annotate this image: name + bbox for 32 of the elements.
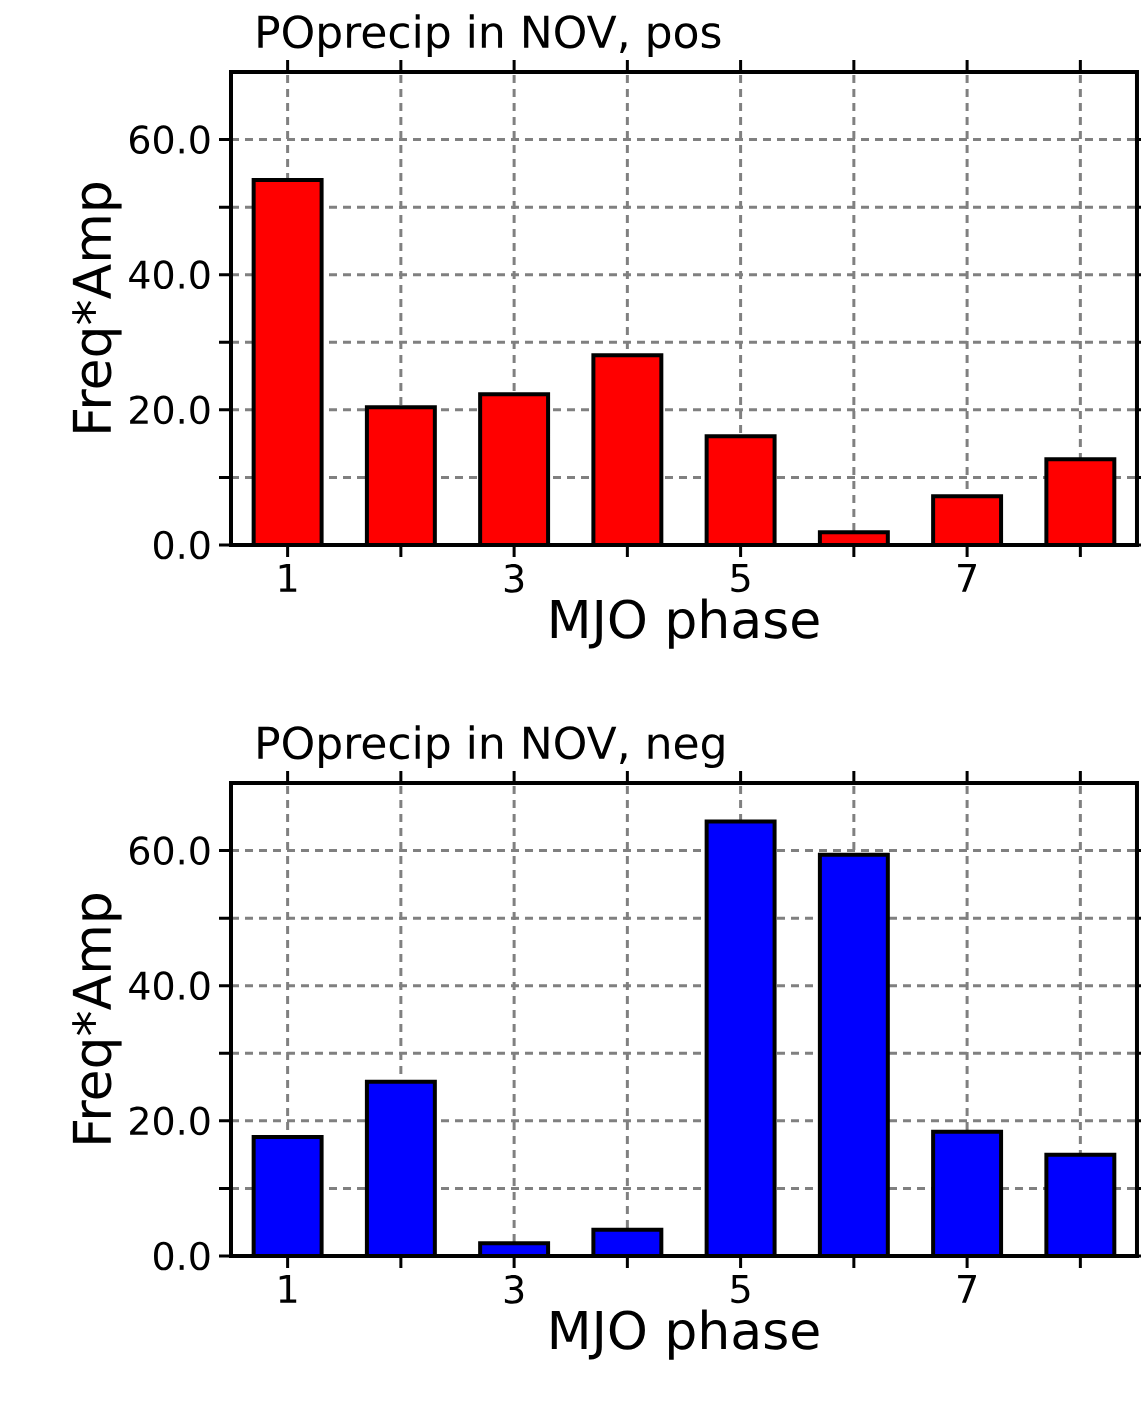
bar <box>253 180 322 545</box>
y-tick-label: 40.0 <box>129 260 210 290</box>
bar <box>706 436 775 545</box>
x-axis-title: MJO phase <box>551 598 819 649</box>
bar <box>706 821 775 1256</box>
y-tick-label: 20.0 <box>130 1106 210 1136</box>
y-tick-label: 40.0 <box>129 971 210 1001</box>
bar <box>819 854 888 1256</box>
x-axis-title: MJO phase <box>551 1309 819 1360</box>
y-tick-label: 60.0 <box>129 125 210 154</box>
x-tick-label: 3 <box>504 564 524 593</box>
bar <box>593 355 662 545</box>
y-tick-label: 20.0 <box>130 395 210 425</box>
x-tick-label: 5 <box>731 1275 750 1304</box>
x-tick-label: 3 <box>504 1275 524 1304</box>
y-axis-title: Freq*Amp <box>72 183 122 432</box>
bar <box>253 1137 322 1256</box>
x-tick-label: 1 <box>279 564 297 592</box>
bar <box>366 407 435 545</box>
bar <box>366 1081 435 1256</box>
x-tick-label: 7 <box>958 1275 976 1303</box>
x-tick-label: 5 <box>731 564 750 593</box>
bar <box>933 1131 1002 1256</box>
y-axis-title: Freq*Amp <box>72 894 122 1143</box>
bar <box>480 394 549 545</box>
y-tick-label: 0.0 <box>154 530 210 560</box>
y-tick-label: 60.0 <box>129 836 210 865</box>
chart-title: POprecip in NOV, pos <box>258 14 721 57</box>
x-tick-label: 7 <box>958 564 976 592</box>
y-tick-label: 0.0 <box>154 1241 210 1271</box>
chart-title: POprecip in NOV, neg <box>258 725 724 768</box>
x-tick-label: 1 <box>279 1275 297 1303</box>
